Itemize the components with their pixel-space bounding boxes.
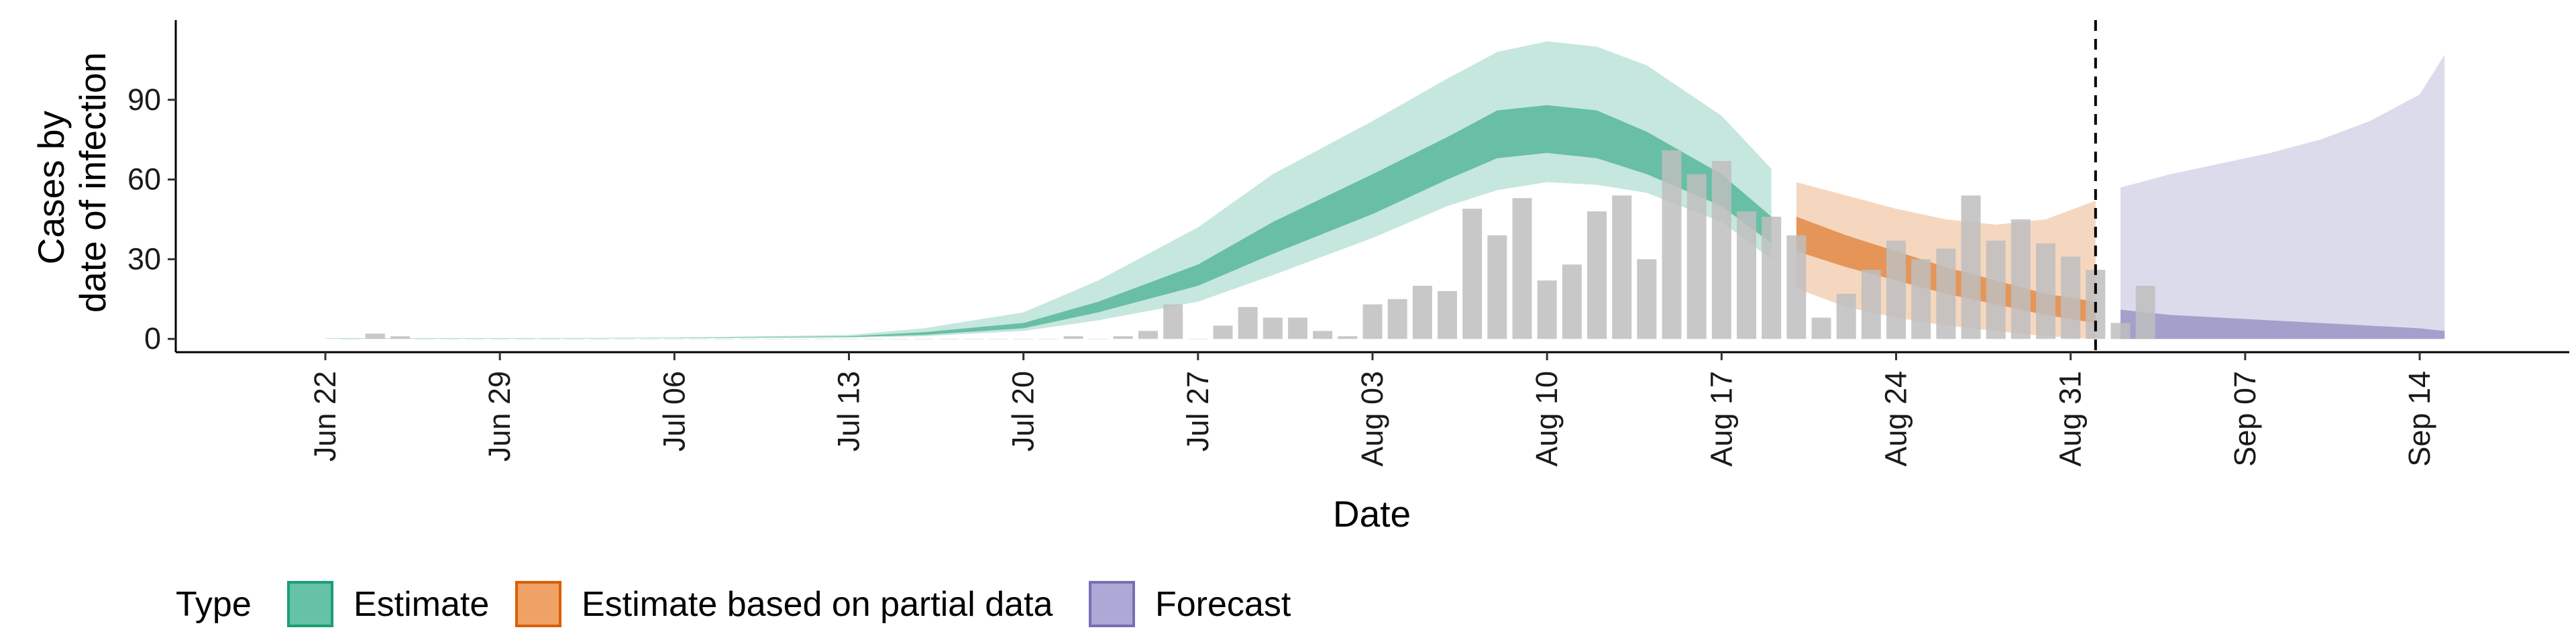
bar xyxy=(1786,235,1807,339)
legend-label-estimate: Estimate xyxy=(354,585,489,624)
bar xyxy=(1487,235,1507,339)
y-axis-ticks: 0 30 60 90 xyxy=(127,83,176,356)
x-tick-label: Aug 31 xyxy=(2053,371,2088,467)
ribbon-layer xyxy=(325,41,2445,339)
x-axis-title: Date xyxy=(1333,493,1411,535)
forecast-band-50 xyxy=(2121,309,2445,339)
legend-key-forecast xyxy=(1089,581,1135,627)
bar xyxy=(1263,317,1283,339)
x-tick-label: Jul 13 xyxy=(832,371,866,451)
legend-key-estimate-based-on-partial-data xyxy=(515,581,561,627)
bar xyxy=(1163,304,1183,339)
bar xyxy=(1238,307,1258,339)
bar xyxy=(1737,211,1756,339)
x-tick-label: Sep 07 xyxy=(2228,371,2262,467)
bar xyxy=(1063,336,1083,339)
forecast-band-90 xyxy=(2121,54,2445,339)
bar xyxy=(1362,304,1383,339)
legend-label-estimate-based-on-partial-data: Estimate based on partial data xyxy=(582,585,1053,624)
bar xyxy=(1537,280,1557,339)
bar xyxy=(2061,256,2081,339)
bar xyxy=(1662,150,1682,339)
bar xyxy=(1612,195,1632,339)
bar xyxy=(1438,290,1457,339)
y-tick-label: 0 xyxy=(144,321,161,356)
bar xyxy=(1762,217,1782,339)
legend-key-estimate xyxy=(287,581,333,627)
x-axis-ticks: Jun 22 Jun 29 Jul 06 Jul 13 Jul 20 Jul 27 Aug … xyxy=(308,352,2436,467)
bar xyxy=(2135,286,2155,339)
x-tick-label: Sep 14 xyxy=(2402,371,2436,467)
bar xyxy=(1911,259,1931,339)
bar xyxy=(2110,323,2131,339)
bar xyxy=(1686,174,1707,339)
x-tick-label: Jul 20 xyxy=(1006,371,1040,451)
bar xyxy=(390,336,410,339)
legend-title: Type xyxy=(176,585,252,624)
bar xyxy=(1338,336,1358,339)
bar xyxy=(1213,325,1233,339)
x-tick-label: Jun 22 xyxy=(308,371,342,462)
bar xyxy=(1512,198,1532,339)
bar xyxy=(1886,240,1906,339)
bar xyxy=(1711,160,1731,339)
bar xyxy=(1387,299,1407,339)
bar xyxy=(1936,248,1956,339)
bars-layer xyxy=(340,150,2155,339)
bar xyxy=(1986,240,2006,339)
y-tick-label: 30 xyxy=(127,241,161,276)
x-tick-label: Aug 10 xyxy=(1529,371,1564,467)
bar xyxy=(365,333,385,339)
estimate-band-50 xyxy=(325,105,1772,339)
bar xyxy=(1637,259,1657,339)
bar xyxy=(1288,317,1307,339)
x-tick-label: Jul 27 xyxy=(1181,371,1215,451)
bar xyxy=(1313,331,1333,339)
y-tick-label: 90 xyxy=(127,83,161,117)
bar xyxy=(2036,243,2055,339)
bar xyxy=(2010,219,2031,339)
x-tick-label: Jul 06 xyxy=(657,371,691,451)
bar xyxy=(1811,317,1831,339)
x-tick-label: Aug 24 xyxy=(1879,371,1913,467)
y-tick-label: 60 xyxy=(127,162,161,197)
estimate-band-90 xyxy=(325,41,1772,339)
bar xyxy=(1836,293,1856,339)
bar xyxy=(1562,264,1582,339)
bar xyxy=(1138,331,1158,339)
bar xyxy=(1462,209,1483,339)
bar xyxy=(1861,270,1881,339)
bar xyxy=(1412,286,1432,339)
y-axis-title: Cases by date of infection xyxy=(30,52,113,313)
bar xyxy=(1961,195,1981,339)
legend-label-forecast: Forecast xyxy=(1155,585,1291,624)
bar xyxy=(1113,336,1133,339)
x-tick-label: Jun 29 xyxy=(482,371,517,462)
bar xyxy=(1587,211,1607,339)
x-tick-label: Aug 03 xyxy=(1355,371,1389,467)
x-tick-label: Aug 17 xyxy=(1704,371,1738,467)
legend: Type Estimate Estimate based on partial d… xyxy=(176,581,1291,627)
